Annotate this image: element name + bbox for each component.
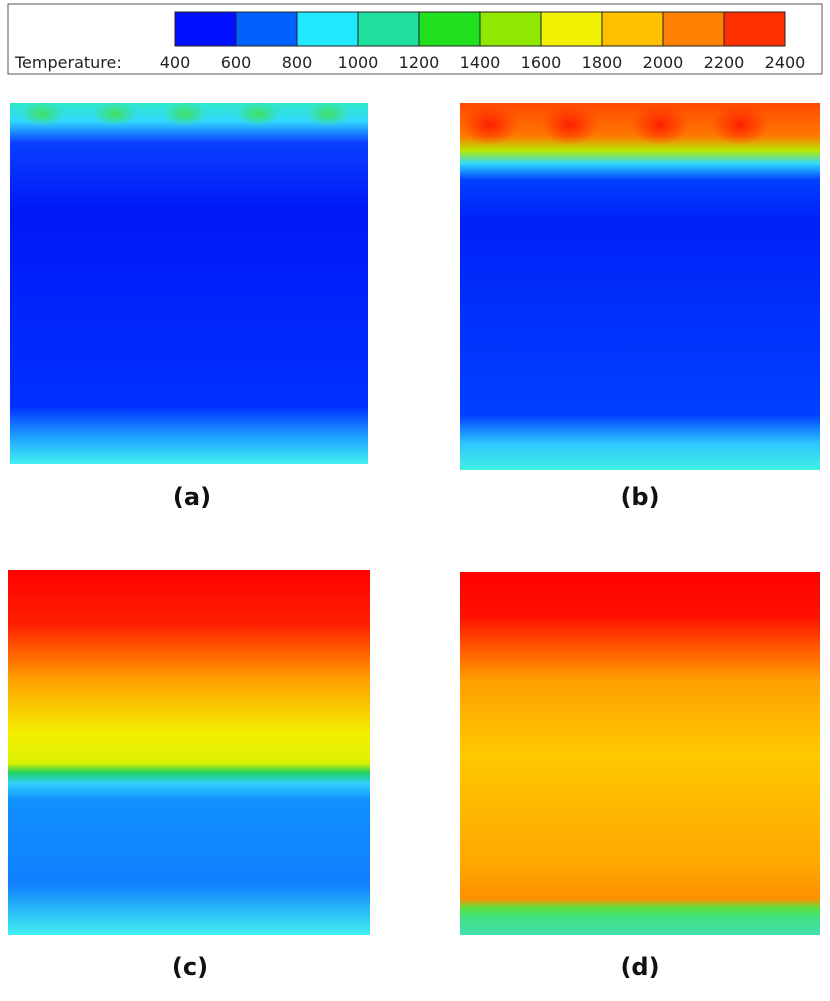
hotspot <box>632 105 688 145</box>
field <box>10 103 368 464</box>
hotspot <box>20 102 64 126</box>
hotspot <box>712 105 768 145</box>
colorbar-tick-label: 1600 <box>521 53 562 72</box>
colorbar-tick-label: 2200 <box>704 53 745 72</box>
hotspot <box>93 102 137 126</box>
hotspot <box>236 102 280 126</box>
hotspot <box>306 102 350 126</box>
colorbar-tick-label: 2000 <box>643 53 684 72</box>
field <box>460 103 820 470</box>
colorbar-tick-label: 400 <box>160 53 191 72</box>
colorbar-tick-label: 1400 <box>460 53 501 72</box>
colorbar-segment <box>175 12 236 46</box>
hotspot <box>542 105 598 145</box>
colorbar-segment <box>602 12 663 46</box>
colorbar-tick-label: 1200 <box>399 53 440 72</box>
colorbar-segment <box>480 12 541 46</box>
panel-c <box>8 570 370 935</box>
colorbar-segment <box>663 12 724 46</box>
panel-a <box>10 102 368 464</box>
colorbar-segment <box>724 12 785 46</box>
hotspot <box>462 105 518 145</box>
colorbar-label: Temperature: <box>14 53 122 72</box>
colorbar-tick-label: 1000 <box>338 53 379 72</box>
panel-b <box>460 103 820 470</box>
colorbar-tick-label: 2400 <box>765 53 806 72</box>
colorbar: 400 600 800 1000 1200 1400 1600 1800 2000 2200 240… <box>160 11 806 72</box>
panel-label: (d) <box>620 953 659 981</box>
hotspot <box>163 102 207 126</box>
panel-label: (a) <box>173 483 211 511</box>
colorbar-tick-label: 1800 <box>582 53 623 72</box>
panel-label: (b) <box>620 483 659 511</box>
colorbar-segment <box>358 12 419 46</box>
colorbar-segment <box>541 12 602 46</box>
panel-d <box>460 572 820 935</box>
colorbar-segment <box>419 12 480 46</box>
colorbar-border <box>174 11 786 47</box>
colorbar-segment <box>236 12 297 46</box>
panel-label: (c) <box>172 953 208 981</box>
colorbar-segment <box>297 12 358 46</box>
colorbar-tick-label: 800 <box>282 53 313 72</box>
colorbar-tick-label: 600 <box>221 53 252 72</box>
